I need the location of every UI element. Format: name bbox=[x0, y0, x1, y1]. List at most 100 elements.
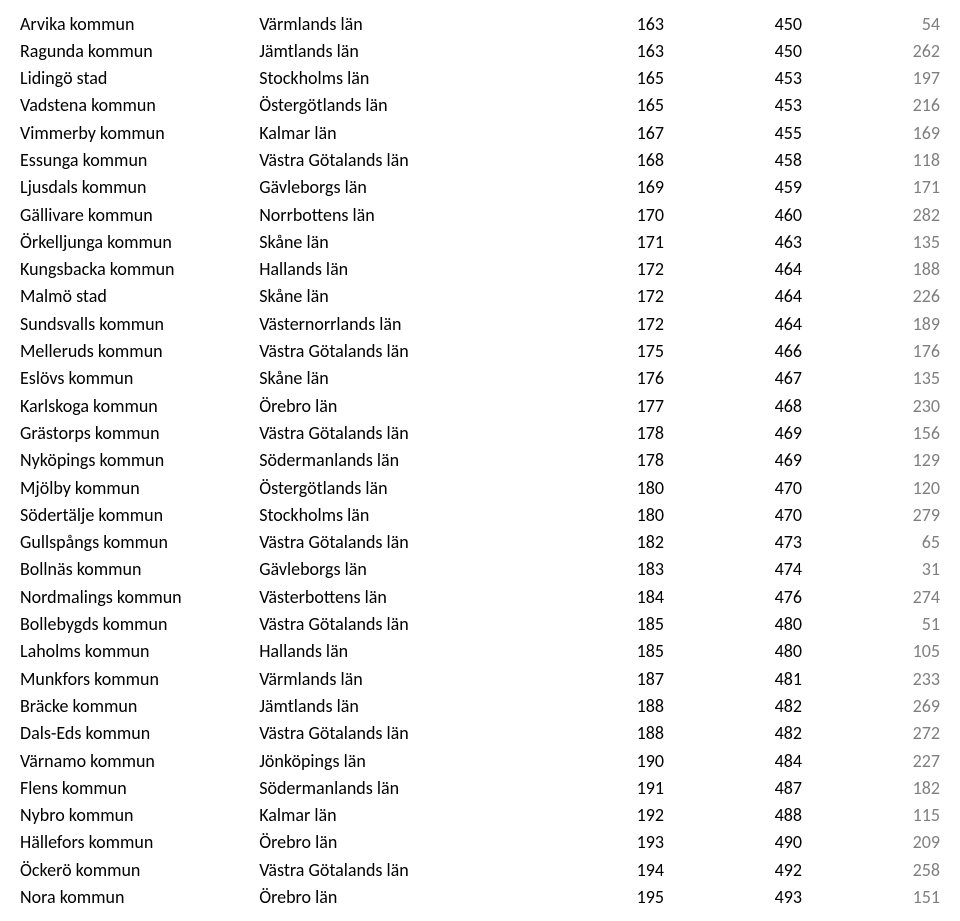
table-row: Gällivare kommunNorrbottens län170460282 bbox=[20, 201, 940, 228]
table-cell: 176 bbox=[802, 338, 940, 365]
table-cell: 480 bbox=[664, 638, 802, 665]
table-cell: 453 bbox=[664, 65, 802, 92]
table-cell: 262 bbox=[802, 37, 940, 64]
table-cell: Ragunda kommun bbox=[20, 37, 259, 64]
table-cell: 480 bbox=[664, 611, 802, 638]
table-cell: Hällefors kommun bbox=[20, 829, 259, 856]
table-row: Karlskoga kommunÖrebro län177468230 bbox=[20, 392, 940, 419]
table-cell: 185 bbox=[526, 611, 664, 638]
table-cell: Flens kommun bbox=[20, 774, 259, 801]
table-cell: 482 bbox=[664, 720, 802, 747]
table-cell: Laholms kommun bbox=[20, 638, 259, 665]
table-cell: 188 bbox=[526, 692, 664, 719]
table-cell: Jämtlands län bbox=[259, 37, 526, 64]
table-cell: 453 bbox=[664, 92, 802, 119]
table-cell: Norrbottens län bbox=[259, 201, 526, 228]
table-cell: 184 bbox=[526, 583, 664, 610]
table-row: Värnamo kommunJönköpings län190484227 bbox=[20, 747, 940, 774]
table-cell: Eslövs kommun bbox=[20, 365, 259, 392]
table-cell: Södermanlands län bbox=[259, 447, 526, 474]
table-row: Södertälje kommunStockholms län180470279 bbox=[20, 501, 940, 528]
table-row: Vimmerby kommunKalmar län167455169 bbox=[20, 119, 940, 146]
table-cell: 105 bbox=[802, 638, 940, 665]
table-cell: 469 bbox=[664, 419, 802, 446]
table-cell: 180 bbox=[526, 501, 664, 528]
table-cell: Dals-Eds kommun bbox=[20, 720, 259, 747]
table-cell: 169 bbox=[526, 174, 664, 201]
table-cell: 171 bbox=[802, 174, 940, 201]
table-cell: 194 bbox=[526, 856, 664, 883]
table-row: Mjölby kommunÖstergötlands län180470120 bbox=[20, 474, 940, 501]
table-cell: 165 bbox=[526, 65, 664, 92]
table-row: Essunga kommunVästra Götalands län168458… bbox=[20, 146, 940, 173]
table-cell: Kungsbacka kommun bbox=[20, 256, 259, 283]
table-cell: 490 bbox=[664, 829, 802, 856]
table-cell: 165 bbox=[526, 92, 664, 119]
table-cell: Munkfors kommun bbox=[20, 665, 259, 692]
table-cell: Lidingö stad bbox=[20, 65, 259, 92]
table-cell: Kalmar län bbox=[259, 119, 526, 146]
table-cell: Västra Götalands län bbox=[259, 611, 526, 638]
table-cell: 187 bbox=[526, 665, 664, 692]
table-row: Nybro kommunKalmar län192488115 bbox=[20, 802, 940, 829]
table-cell: Skåne län bbox=[259, 228, 526, 255]
table-cell: Värmlands län bbox=[259, 10, 526, 37]
table-cell: 178 bbox=[526, 447, 664, 474]
table-cell: 171 bbox=[526, 228, 664, 255]
table-cell: 493 bbox=[664, 884, 802, 911]
table-cell: Stockholms län bbox=[259, 501, 526, 528]
table-cell: 459 bbox=[664, 174, 802, 201]
table-cell: Västra Götalands län bbox=[259, 856, 526, 883]
table-row: Grästorps kommunVästra Götalands län1784… bbox=[20, 419, 940, 446]
table-cell: 120 bbox=[802, 474, 940, 501]
table-row: Arvika kommunVärmlands län16345054 bbox=[20, 10, 940, 37]
table-cell: Västerbottens län bbox=[259, 583, 526, 610]
table-cell: Värnamo kommun bbox=[20, 747, 259, 774]
table-cell: 182 bbox=[802, 774, 940, 801]
table-cell: 455 bbox=[664, 119, 802, 146]
table-row: Flens kommunSödermanlands län191487182 bbox=[20, 774, 940, 801]
table-cell: 230 bbox=[802, 392, 940, 419]
table-cell: 468 bbox=[664, 392, 802, 419]
table-row: Lidingö stadStockholms län165453197 bbox=[20, 65, 940, 92]
table-cell: Bollebygds kommun bbox=[20, 611, 259, 638]
table-cell: Öckerö kommun bbox=[20, 856, 259, 883]
table-cell: Örebro län bbox=[259, 884, 526, 911]
table-cell: Mjölby kommun bbox=[20, 474, 259, 501]
table-cell: 467 bbox=[664, 365, 802, 392]
table-cell: 482 bbox=[664, 692, 802, 719]
table-row: Kungsbacka kommunHallands län172464188 bbox=[20, 256, 940, 283]
table-row: Örkelljunga kommunSkåne län171463135 bbox=[20, 228, 940, 255]
table-cell: 163 bbox=[526, 37, 664, 64]
table-cell: Nybro kommun bbox=[20, 802, 259, 829]
table-cell: 31 bbox=[802, 556, 940, 583]
table-cell: Östergötlands län bbox=[259, 92, 526, 119]
table-cell: 269 bbox=[802, 692, 940, 719]
table-cell: 156 bbox=[802, 419, 940, 446]
table-cell: 464 bbox=[664, 310, 802, 337]
table-cell: 460 bbox=[664, 201, 802, 228]
table-cell: Gullspångs kommun bbox=[20, 529, 259, 556]
table-row: Malmö stadSkåne län172464226 bbox=[20, 283, 940, 310]
table-cell: Värmlands län bbox=[259, 665, 526, 692]
table-cell: Bollnäs kommun bbox=[20, 556, 259, 583]
table-cell: Hallands län bbox=[259, 256, 526, 283]
table-cell: Nora kommun bbox=[20, 884, 259, 911]
table-cell: 118 bbox=[802, 146, 940, 173]
table-cell: 233 bbox=[802, 665, 940, 692]
table-cell: Gällivare kommun bbox=[20, 201, 259, 228]
table-cell: 51 bbox=[802, 611, 940, 638]
table-cell: Ljusdals kommun bbox=[20, 174, 259, 201]
table-cell: Nordmalings kommun bbox=[20, 583, 259, 610]
table-cell: 185 bbox=[526, 638, 664, 665]
table-cell: 458 bbox=[664, 146, 802, 173]
table-cell: 172 bbox=[526, 256, 664, 283]
table-cell: 209 bbox=[802, 829, 940, 856]
table-cell: Skåne län bbox=[259, 365, 526, 392]
table-cell: 172 bbox=[526, 283, 664, 310]
table-cell: Västra Götalands län bbox=[259, 338, 526, 365]
table-row: Dals-Eds kommunVästra Götalands län18848… bbox=[20, 720, 940, 747]
municipality-table: Arvika kommunVärmlands län16345054Ragund… bbox=[20, 10, 940, 911]
table-cell: 169 bbox=[802, 119, 940, 146]
table-cell: 177 bbox=[526, 392, 664, 419]
